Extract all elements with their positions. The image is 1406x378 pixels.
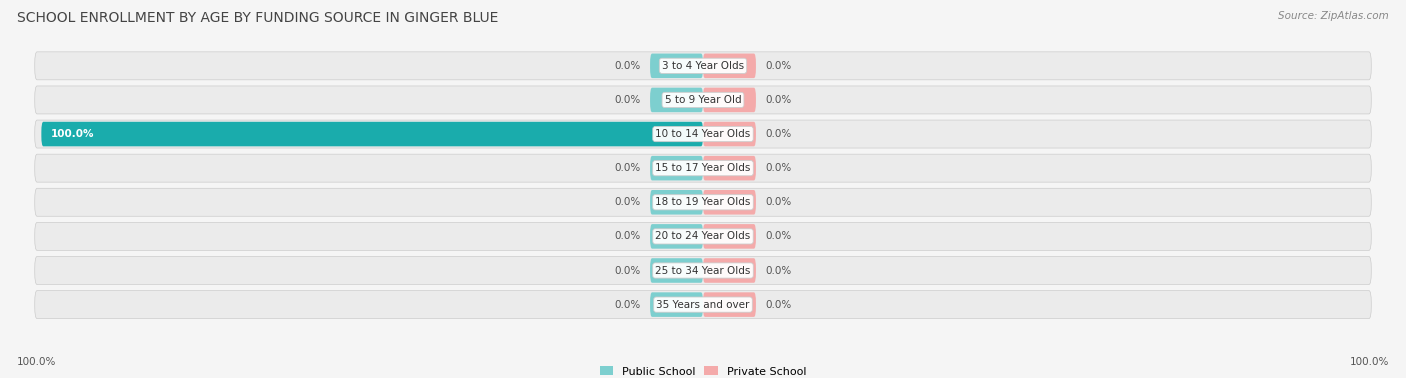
FancyBboxPatch shape (35, 257, 1371, 285)
FancyBboxPatch shape (35, 222, 1371, 250)
FancyBboxPatch shape (703, 88, 756, 112)
FancyBboxPatch shape (35, 154, 1371, 182)
FancyBboxPatch shape (703, 156, 756, 180)
Legend: Public School, Private School: Public School, Private School (595, 362, 811, 378)
Text: 0.0%: 0.0% (766, 300, 792, 310)
FancyBboxPatch shape (703, 190, 756, 215)
FancyBboxPatch shape (35, 52, 1371, 80)
Text: 0.0%: 0.0% (614, 265, 640, 276)
FancyBboxPatch shape (650, 258, 703, 283)
Text: 0.0%: 0.0% (766, 95, 792, 105)
FancyBboxPatch shape (650, 224, 703, 249)
Text: 0.0%: 0.0% (614, 300, 640, 310)
FancyBboxPatch shape (650, 190, 703, 215)
Text: 10 to 14 Year Olds: 10 to 14 Year Olds (655, 129, 751, 139)
Text: 35 Years and over: 35 Years and over (657, 300, 749, 310)
FancyBboxPatch shape (703, 224, 756, 249)
FancyBboxPatch shape (650, 88, 703, 112)
Text: 0.0%: 0.0% (766, 163, 792, 173)
Text: 20 to 24 Year Olds: 20 to 24 Year Olds (655, 231, 751, 242)
Text: 3 to 4 Year Olds: 3 to 4 Year Olds (662, 61, 744, 71)
Text: Source: ZipAtlas.com: Source: ZipAtlas.com (1278, 11, 1389, 21)
Text: 0.0%: 0.0% (614, 197, 640, 207)
FancyBboxPatch shape (35, 188, 1371, 216)
FancyBboxPatch shape (703, 292, 756, 317)
FancyBboxPatch shape (650, 156, 703, 180)
FancyBboxPatch shape (35, 86, 1371, 114)
Text: 15 to 17 Year Olds: 15 to 17 Year Olds (655, 163, 751, 173)
FancyBboxPatch shape (703, 258, 756, 283)
Text: 100.0%: 100.0% (1350, 357, 1389, 367)
Text: 25 to 34 Year Olds: 25 to 34 Year Olds (655, 265, 751, 276)
FancyBboxPatch shape (650, 292, 703, 317)
FancyBboxPatch shape (41, 122, 703, 146)
Text: 0.0%: 0.0% (766, 265, 792, 276)
Text: 0.0%: 0.0% (614, 163, 640, 173)
Text: 100.0%: 100.0% (17, 357, 56, 367)
Text: SCHOOL ENROLLMENT BY AGE BY FUNDING SOURCE IN GINGER BLUE: SCHOOL ENROLLMENT BY AGE BY FUNDING SOUR… (17, 11, 498, 25)
Text: 0.0%: 0.0% (766, 197, 792, 207)
Text: 0.0%: 0.0% (766, 61, 792, 71)
Text: 18 to 19 Year Olds: 18 to 19 Year Olds (655, 197, 751, 207)
Text: 0.0%: 0.0% (766, 129, 792, 139)
Text: 5 to 9 Year Old: 5 to 9 Year Old (665, 95, 741, 105)
FancyBboxPatch shape (35, 120, 1371, 148)
Text: 100.0%: 100.0% (51, 129, 94, 139)
Text: 0.0%: 0.0% (614, 95, 640, 105)
FancyBboxPatch shape (703, 54, 756, 78)
FancyBboxPatch shape (703, 122, 756, 146)
Text: 0.0%: 0.0% (614, 231, 640, 242)
FancyBboxPatch shape (35, 291, 1371, 319)
Text: 0.0%: 0.0% (614, 61, 640, 71)
FancyBboxPatch shape (650, 54, 703, 78)
Text: 0.0%: 0.0% (766, 231, 792, 242)
